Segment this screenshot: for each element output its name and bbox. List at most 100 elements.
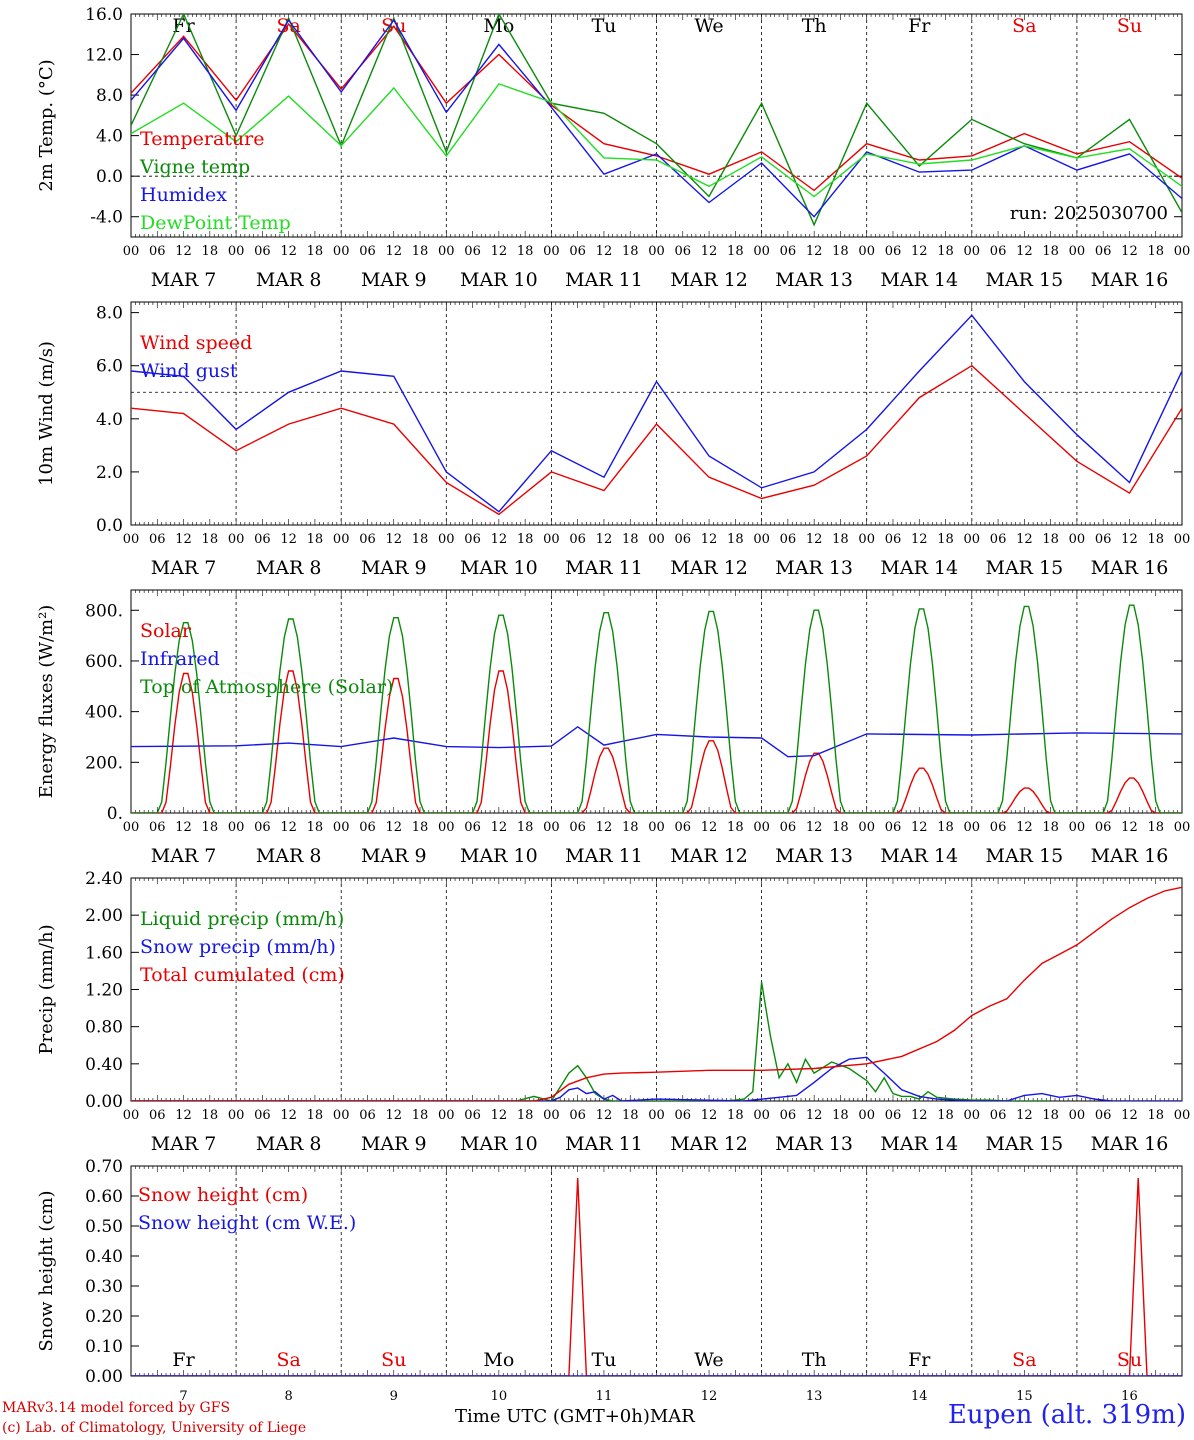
x-hour-label: 00: [858, 244, 875, 259]
x-hour-label: 12: [1016, 820, 1033, 835]
x-hour-label: 00: [333, 244, 350, 259]
x-hour-label: 00: [753, 244, 770, 259]
x-hour-label: 00: [1069, 532, 1086, 547]
x-month-label: MAR: [565, 557, 619, 579]
x-hour-label: 00: [964, 1108, 981, 1123]
x-hour-label: 12: [175, 820, 192, 835]
x-hour-label: 12: [1016, 532, 1033, 547]
x-day-label: 15: [1039, 269, 1063, 291]
x-hour-label: 00: [333, 532, 350, 547]
x-month-label: MAR: [670, 1133, 724, 1155]
x-date-label: MAR 15: [985, 557, 1063, 579]
y-tick-label: 200.: [85, 753, 123, 773]
x-hour-label: 00: [438, 244, 455, 259]
x-hour-label: 12: [701, 244, 718, 259]
x-hour-label: 06: [359, 1108, 376, 1123]
x-date-label: MAR 16: [1091, 845, 1169, 867]
x-hour-label: 06: [464, 820, 481, 835]
series-line: [131, 670, 1182, 813]
x-hour-label: 06: [149, 532, 166, 547]
x-hour-label: 00: [1069, 244, 1086, 259]
y-tick-label: 0.80: [85, 1018, 123, 1038]
x-date-label: MAR 12: [670, 557, 748, 579]
x-hour-label: 18: [202, 532, 219, 547]
x-hour-label: 18: [622, 1108, 639, 1123]
x-date-label: MAR 12: [670, 269, 748, 291]
day-name: Sa: [1012, 1349, 1036, 1371]
x-day-number: 16: [1121, 1389, 1138, 1404]
day-name: We: [694, 1349, 723, 1371]
x-hour-label: 00: [648, 244, 665, 259]
legend-entry: DewPoint Temp: [140, 212, 291, 234]
x-hour-label: 00: [858, 1108, 875, 1123]
x-hour-label: 12: [1121, 1108, 1138, 1123]
x-hour-label: 12: [491, 532, 508, 547]
x-month-label: MAR: [460, 845, 514, 867]
panel-3: 800. 600. 400. 200. 0. Energy fluxes (W/m²) 00…: [36, 589, 1190, 867]
x-month-label: MAR: [151, 1133, 205, 1155]
x-hour-label: 06: [780, 820, 797, 835]
x-hour-label: 18: [307, 1108, 324, 1123]
x-date-label: MAR 15: [985, 269, 1063, 291]
x-hour-label: 00: [1069, 1108, 1086, 1123]
x-hour-label: 12: [806, 244, 823, 259]
x-hour-label: 06: [464, 244, 481, 259]
x-month-label: MAR: [775, 557, 829, 579]
x-hour-label: 06: [885, 532, 902, 547]
y-tick-label: 0.50: [85, 1217, 123, 1237]
x-hour-label: 18: [937, 532, 954, 547]
legend-entry: Wind speed: [140, 332, 252, 354]
plot-frame: [130, 589, 1183, 814]
legend-entry: Solar: [140, 620, 192, 642]
x-day-label: 16: [1144, 1133, 1168, 1155]
x-hour-label: 12: [1121, 820, 1138, 835]
x-day-label: 13: [829, 557, 853, 579]
series-line: [131, 981, 1051, 1101]
x-month-label: MAR: [361, 1133, 415, 1155]
series-line: [131, 83, 1182, 198]
x-day-label: 8: [309, 269, 321, 291]
x-day-label: 7: [204, 269, 216, 291]
x-hour-label: 06: [1095, 244, 1112, 259]
x-hour-label: 18: [202, 1108, 219, 1123]
x-day-number: 12: [701, 1389, 718, 1404]
x-hour-label: 18: [517, 1108, 534, 1123]
day-name: Tu: [591, 15, 616, 37]
legend-entry: Infrared: [140, 648, 220, 670]
y-axis-label: Energy fluxes (W/m²): [36, 605, 57, 799]
y-tick-label: 0.40: [85, 1247, 123, 1267]
x-day-label: 14: [934, 1133, 958, 1155]
x-hour-label: 12: [491, 1108, 508, 1123]
x-hour-label: 00: [438, 820, 455, 835]
x-day-label: 7: [204, 557, 216, 579]
x-hour-label: 00: [648, 532, 665, 547]
x-date-label: MAR 11: [565, 1133, 643, 1155]
y-tick-label: 2.0: [96, 463, 123, 483]
x-hour-label: 12: [175, 244, 192, 259]
x-hour-label: 12: [596, 532, 613, 547]
y-tick-label: 8.0: [96, 304, 123, 324]
x-hour-label: 12: [1016, 1108, 1033, 1123]
y-axis-label: Snow height (cm): [36, 1190, 57, 1351]
x-hour-label: 12: [806, 1108, 823, 1123]
x-hour-label: 18: [727, 532, 744, 547]
x-day-label: 11: [619, 845, 643, 867]
x-hour-label: 06: [675, 1108, 692, 1123]
x-hour-label: 06: [569, 244, 586, 259]
x-hour-label: 06: [1095, 1108, 1112, 1123]
x-day-number: 11: [596, 1389, 613, 1404]
x-month-label: MAR: [565, 845, 619, 867]
y-tick-label: 400.: [85, 703, 123, 723]
x-axis-title: Time UTC (GMT+0h)MAR: [455, 1406, 695, 1427]
x-hour-label: 06: [780, 244, 797, 259]
x-date-label: MAR 8: [256, 1133, 322, 1155]
y-tick-label: 2.40: [85, 869, 123, 889]
series-line: [131, 1056, 1182, 1101]
x-month-label: MAR: [151, 269, 205, 291]
day-name: Sa: [1012, 15, 1036, 37]
x-hour-label: 06: [254, 820, 271, 835]
credits-model: MARv3.14 model forced by GFS: [2, 1400, 231, 1416]
x-day-label: 15: [1039, 1133, 1063, 1155]
x-day-label: 8: [309, 845, 321, 867]
x-day-label: 10: [514, 1133, 538, 1155]
